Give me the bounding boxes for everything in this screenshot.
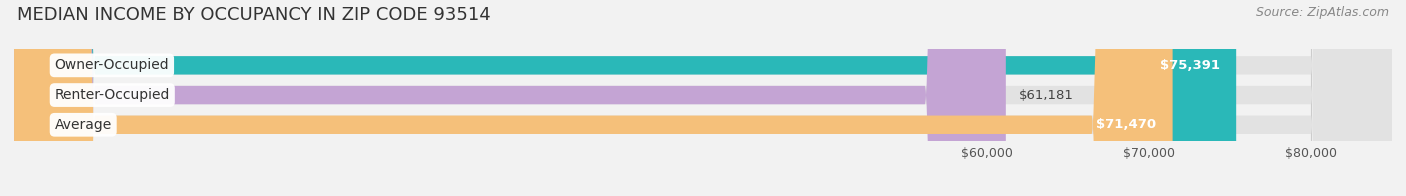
FancyBboxPatch shape [14,0,1005,196]
Text: Average: Average [55,118,112,132]
Text: MEDIAN INCOME BY OCCUPANCY IN ZIP CODE 93514: MEDIAN INCOME BY OCCUPANCY IN ZIP CODE 9… [17,6,491,24]
FancyBboxPatch shape [14,0,1392,196]
Text: Source: ZipAtlas.com: Source: ZipAtlas.com [1256,6,1389,19]
Text: $71,470: $71,470 [1097,118,1156,131]
FancyBboxPatch shape [14,0,1236,196]
FancyBboxPatch shape [14,0,1392,196]
Text: Renter-Occupied: Renter-Occupied [55,88,170,102]
Text: $61,181: $61,181 [1019,89,1074,102]
FancyBboxPatch shape [14,0,1392,196]
FancyBboxPatch shape [14,0,1173,196]
Text: Owner-Occupied: Owner-Occupied [55,58,169,72]
Text: $75,391: $75,391 [1160,59,1220,72]
